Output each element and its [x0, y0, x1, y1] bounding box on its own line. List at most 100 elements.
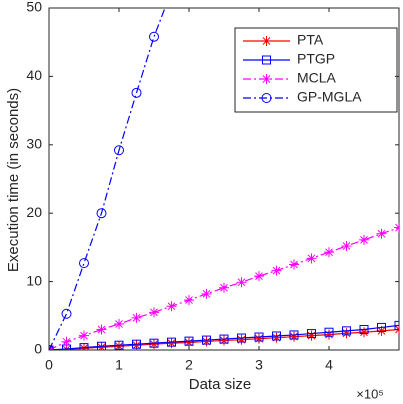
marker [166, 301, 177, 312]
legend-label: GP-MGLA [297, 89, 362, 105]
marker-stroke [377, 229, 386, 238]
marker [97, 341, 106, 350]
series-line [49, 324, 399, 350]
y-tick-label: 20 [26, 204, 42, 220]
marker-stroke [62, 337, 71, 346]
marker-stroke [185, 296, 193, 304]
marker-shape [261, 93, 272, 103]
marker-stroke [377, 326, 386, 335]
marker [261, 74, 272, 84]
marker [96, 208, 107, 219]
marker [261, 36, 272, 46]
marker [114, 145, 124, 156]
plot [49, 8, 399, 350]
marker-stroke [272, 266, 281, 275]
legend: PTA PTGP MCLA GP-MGLA [234, 27, 398, 113]
y-tick-label: 30 [26, 136, 42, 152]
marker [96, 324, 107, 335]
y-tick-label: 0 [34, 341, 42, 357]
marker [149, 338, 159, 348]
x-tick-label: 0 [45, 357, 53, 373]
marker [114, 319, 124, 330]
marker-shape [202, 335, 211, 345]
marker-stroke [202, 290, 211, 298]
marker [342, 326, 351, 336]
marker-shape [61, 308, 72, 319]
marker [61, 308, 72, 319]
marker-shape [307, 329, 316, 339]
marker [132, 339, 141, 349]
marker [307, 329, 316, 339]
series-line [49, 226, 399, 350]
marker-stroke [167, 339, 176, 348]
marker [237, 333, 246, 343]
marker [341, 241, 352, 252]
legend-label: MCLA [297, 70, 337, 86]
y-tick-label: 40 [26, 67, 42, 83]
marker-stroke [97, 325, 106, 334]
marker-shape [324, 327, 334, 337]
x-tick-label: 3 [255, 357, 263, 373]
marker-shape [114, 145, 124, 156]
marker-shape [342, 326, 351, 336]
marker [184, 336, 194, 346]
marker [254, 332, 264, 342]
marker-shape [289, 330, 299, 340]
marker-shape [219, 334, 229, 344]
marker [324, 247, 334, 258]
marker-shape [132, 339, 141, 349]
marker [262, 55, 271, 65]
marker [149, 31, 159, 42]
marker-stroke [325, 248, 333, 257]
legend-label: PTGP [297, 51, 335, 67]
x-tick-label: 2 [185, 357, 193, 373]
marker [131, 87, 142, 98]
marker-shape [96, 208, 107, 219]
marker-stroke [360, 328, 368, 337]
marker-stroke [307, 254, 316, 263]
marker [236, 277, 247, 288]
y-tick-label: 10 [26, 272, 42, 288]
marker-stroke [290, 260, 298, 269]
marker-stroke [395, 328, 399, 334]
marker-shape [184, 336, 194, 346]
x-tick-label: 1 [115, 357, 123, 373]
marker-stroke [80, 331, 88, 340]
marker-shape [394, 320, 399, 330]
marker [359, 324, 369, 334]
marker-shape [79, 258, 89, 269]
marker-shape [131, 87, 142, 98]
marker [79, 330, 89, 341]
marker-shape [377, 322, 386, 332]
marker [202, 335, 211, 345]
marker [289, 330, 299, 340]
legend-label: PTA [297, 32, 324, 48]
marker [96, 342, 107, 350]
x-tick-label: 4 [325, 357, 333, 373]
marker-stroke [255, 272, 263, 280]
marker-shape [237, 333, 246, 343]
marker-stroke [132, 341, 141, 350]
marker-stroke [167, 302, 176, 311]
marker [376, 228, 387, 239]
marker-shape [262, 55, 271, 65]
marker-shape [167, 337, 176, 347]
marker [61, 336, 72, 347]
marker-stroke [150, 340, 158, 349]
marker-stroke [132, 313, 141, 322]
marker [149, 307, 159, 318]
marker-shape [254, 332, 264, 342]
marker-stroke [262, 37, 271, 45]
marker-shape [97, 341, 106, 350]
marker [131, 312, 142, 323]
marker [376, 325, 387, 336]
marker-stroke [81, 344, 88, 350]
x-axis-label: Data size [189, 376, 252, 393]
marker-stroke [342, 242, 351, 250]
marker [79, 343, 89, 350]
y-tick-label: 50 [26, 0, 42, 15]
marker [377, 322, 386, 332]
marker-shape [359, 324, 369, 334]
marker-stroke [395, 223, 399, 229]
